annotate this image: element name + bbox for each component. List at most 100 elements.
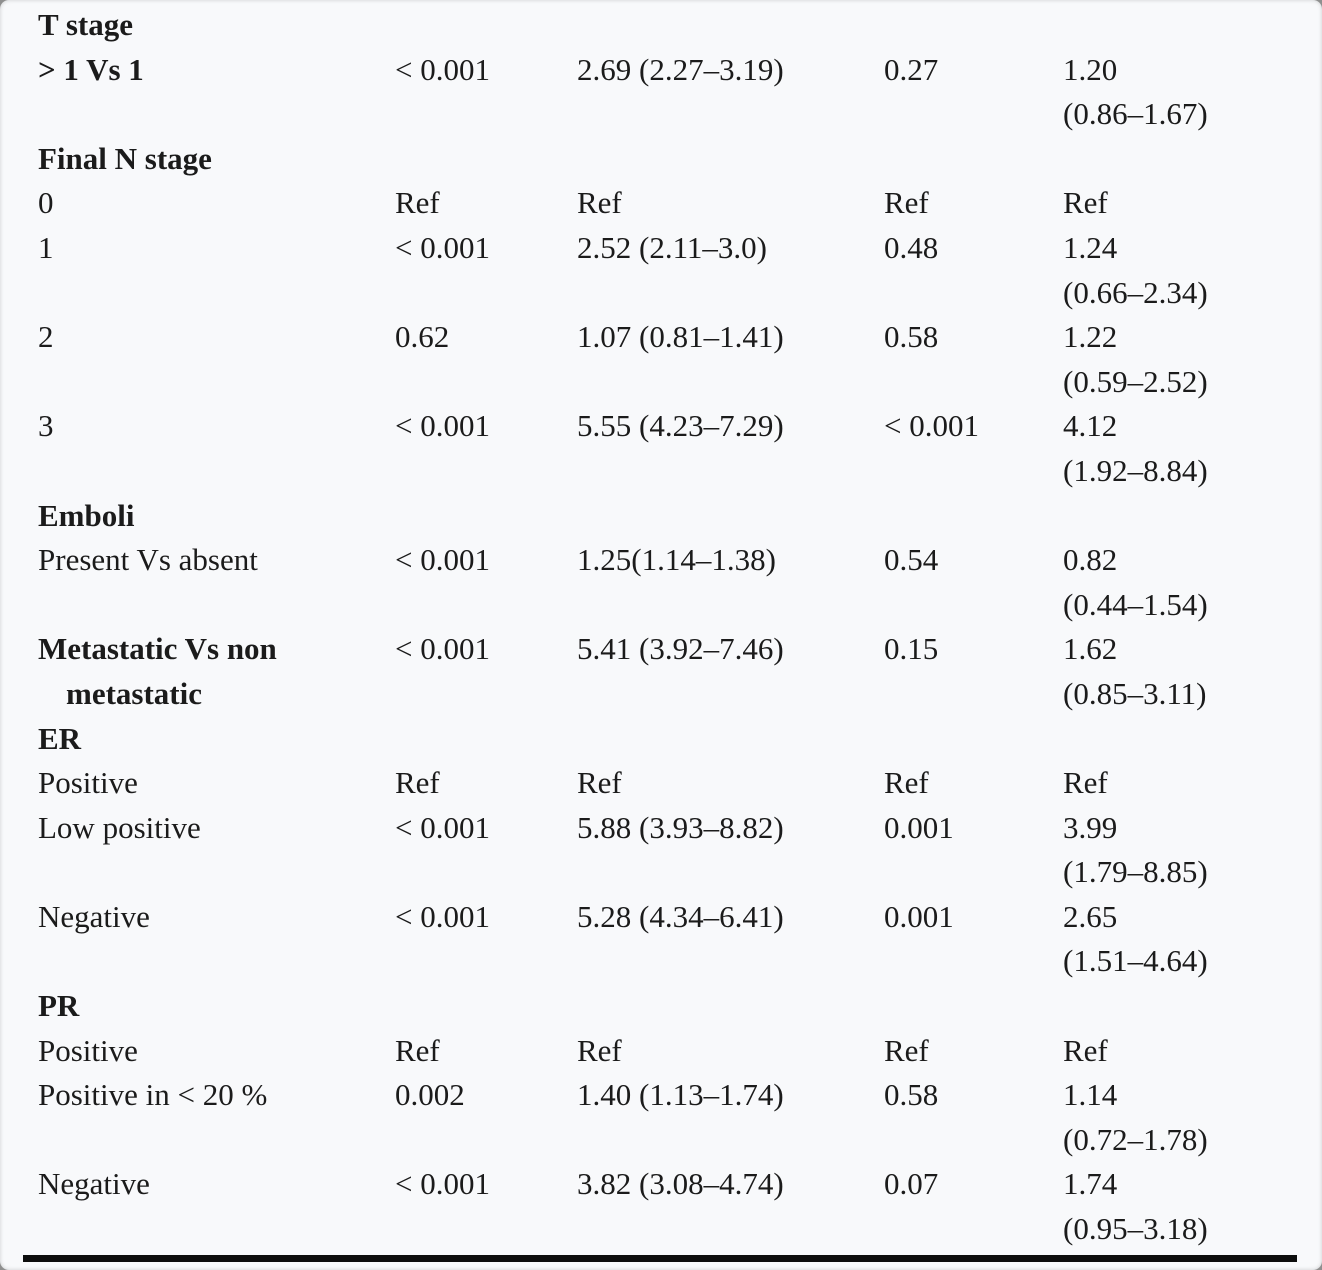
table-row: Positive Ref Ref Ref Ref xyxy=(38,1029,1296,1074)
cell-variable: Low positive xyxy=(38,809,201,845)
cell-p-value-multivariate xyxy=(884,494,1063,539)
cell-estimate-multivariate: 1.74 (0.95–3.18) xyxy=(1063,1162,1296,1251)
estimate-ci: (0.86–1.67) xyxy=(1063,96,1208,132)
cell-estimate-univariate: Ref xyxy=(577,185,622,221)
cell-p-value-multivariate xyxy=(884,3,1063,48)
table-bottom-rule xyxy=(23,1255,1297,1262)
estimate-value: 1.62 xyxy=(1063,631,1118,667)
cell-estimate-multivariate: Ref xyxy=(1063,181,1296,226)
cell-p-value-multivariate: Ref xyxy=(884,185,929,221)
estimate-ci: (0.85–3.11) xyxy=(1063,675,1207,711)
cell-estimate-univariate xyxy=(577,3,884,48)
estimate-value: 1.20 xyxy=(1063,51,1118,87)
cell-estimate-multivariate xyxy=(1063,717,1296,762)
estimate-value: Ref xyxy=(1063,1032,1108,1068)
cell-p-value-multivariate: 0.001 xyxy=(884,809,954,845)
cell-variable: T stage xyxy=(38,7,134,42)
estimate-value: 1.22 xyxy=(1063,319,1118,355)
table-row: Positive in < 20 % 0.002 1.40 (1.13–1.74… xyxy=(38,1073,1296,1162)
cell-variable: 3 xyxy=(38,408,54,444)
cell-p-value-univariate: < 0.001 xyxy=(395,51,490,87)
cell-p-value-univariate: 0.002 xyxy=(395,1077,465,1113)
estimate-value: 3.99 xyxy=(1063,809,1118,845)
cell-p-value-multivariate: < 0.001 xyxy=(884,408,979,444)
cell-variable: 0 xyxy=(38,185,54,221)
table-row: 0 Ref Ref Ref Ref xyxy=(38,181,1296,226)
cell-variable: Positive in < 20 % xyxy=(38,1077,268,1113)
cell-p-value-univariate xyxy=(395,137,577,182)
cell-estimate-univariate: 1.25(1.14–1.38) xyxy=(577,542,776,578)
cell-variable: Positive xyxy=(38,765,138,801)
table-row: ER xyxy=(38,717,1296,762)
cell-estimate-multivariate: Ref xyxy=(1063,761,1296,806)
estimate-ci: (0.59–2.52) xyxy=(1063,363,1208,399)
cell-estimate-univariate: 3.82 (3.08–4.74) xyxy=(577,1166,784,1202)
table-row: Present Vs absent < 0.001 1.25(1.14–1.38… xyxy=(38,538,1296,627)
cell-variable: 2 xyxy=(38,319,54,355)
cell-estimate-multivariate: 1.24 (0.66–2.34) xyxy=(1063,226,1296,315)
cell-estimate-multivariate: Ref xyxy=(1063,1029,1296,1074)
estimate-ci: (0.44–1.54) xyxy=(1063,586,1208,622)
cell-p-value-multivariate xyxy=(884,984,1063,1029)
cell-variable: Present Vs absent xyxy=(38,542,258,578)
table-row: 3 < 0.001 5.55 (4.23–7.29) < 0.001 4.12 … xyxy=(38,404,1296,493)
estimate-value: 1.14 xyxy=(1063,1077,1118,1113)
cell-estimate-multivariate xyxy=(1063,137,1296,182)
cell-estimate-univariate: 5.55 (4.23–7.29) xyxy=(577,408,784,444)
cell-p-value-multivariate: Ref xyxy=(884,1032,929,1068)
cell-p-value-multivariate xyxy=(884,717,1063,762)
table-row: Final N stage xyxy=(38,137,1296,182)
cell-estimate-univariate xyxy=(577,137,884,182)
cell-p-value-multivariate xyxy=(884,137,1063,182)
cell-variable: > 1 Vs 1 xyxy=(38,51,144,87)
cell-p-value-univariate: Ref xyxy=(395,765,440,801)
table-row: Negative < 0.001 3.82 (3.08–4.74) 0.07 1… xyxy=(38,1162,1296,1251)
table-row: T stage xyxy=(38,3,1296,48)
estimate-value: 1.74 xyxy=(1063,1166,1118,1202)
cell-p-value-multivariate: 0.58 xyxy=(884,1077,939,1113)
table-row: PR xyxy=(38,984,1296,1029)
cell-estimate-multivariate: 2.65 (1.51–4.64) xyxy=(1063,895,1296,984)
cell-p-value-multivariate: 0.001 xyxy=(884,898,954,934)
table-row: Positive Ref Ref Ref Ref xyxy=(38,761,1296,806)
estimate-value: Ref xyxy=(1063,185,1108,221)
cell-estimate-multivariate: 4.12 (1.92–8.84) xyxy=(1063,404,1296,493)
cell-p-value-univariate: Ref xyxy=(395,185,440,221)
estimate-ci: (0.66–2.34) xyxy=(1063,274,1208,310)
cell-p-value-univariate: 0.62 xyxy=(395,319,450,355)
cell-p-value-univariate: < 0.001 xyxy=(395,809,490,845)
cell-estimate-multivariate: 3.99 (1.79–8.85) xyxy=(1063,806,1296,895)
cell-p-value-univariate: < 0.001 xyxy=(395,542,490,578)
cell-estimate-univariate: 5.41 (3.92–7.46) xyxy=(577,631,784,667)
cell-estimate-univariate: 5.28 (4.34–6.41) xyxy=(577,898,784,934)
cell-variable: 1 xyxy=(38,229,54,265)
table-row: 1 < 0.001 2.52 (2.11–3.0) 0.48 1.24 (0.6… xyxy=(38,226,1296,315)
estimate-value: 2.65 xyxy=(1063,898,1118,934)
cell-estimate-univariate xyxy=(577,984,884,1029)
cell-p-value-multivariate: 0.54 xyxy=(884,542,939,578)
table-row: Low positive < 0.001 5.88 (3.93–8.82) 0.… xyxy=(38,806,1296,895)
estimate-ci: (0.95–3.18) xyxy=(1063,1211,1208,1247)
cell-estimate-multivariate xyxy=(1063,3,1296,48)
table-row: > 1 Vs 1 < 0.001 2.69 (2.27–3.19) 0.27 1… xyxy=(38,48,1296,137)
cell-p-value-multivariate: Ref xyxy=(884,765,929,801)
cell-p-value-univariate xyxy=(395,494,577,539)
cell-p-value-univariate: < 0.001 xyxy=(395,229,490,265)
estimate-ci: (1.92–8.84) xyxy=(1063,452,1208,488)
results-table: T stage > 1 Vs 1 < 0.001 2.69 (2.27–3.19… xyxy=(38,3,1296,1252)
cell-estimate-multivariate: 1.20 (0.86–1.67) xyxy=(1063,48,1296,137)
estimate-value: 4.12 xyxy=(1063,408,1118,444)
cell-estimate-univariate: 1.07 (0.81–1.41) xyxy=(577,319,784,355)
cell-estimate-univariate: Ref xyxy=(577,765,622,801)
cell-p-value-univariate: < 0.001 xyxy=(395,1166,490,1202)
cell-p-value-univariate: < 0.001 xyxy=(395,898,490,934)
cell-p-value-univariate xyxy=(395,3,577,48)
cell-p-value-multivariate: 0.27 xyxy=(884,51,939,87)
estimate-ci: (1.79–8.85) xyxy=(1063,854,1208,890)
estimate-ci: (1.51–4.64) xyxy=(1063,943,1208,979)
cell-p-value-multivariate: 0.58 xyxy=(884,319,939,355)
cell-estimate-multivariate: 1.14 (0.72–1.78) xyxy=(1063,1073,1296,1162)
cell-variable: Final N stage xyxy=(38,140,212,176)
cell-p-value-univariate xyxy=(395,717,577,762)
